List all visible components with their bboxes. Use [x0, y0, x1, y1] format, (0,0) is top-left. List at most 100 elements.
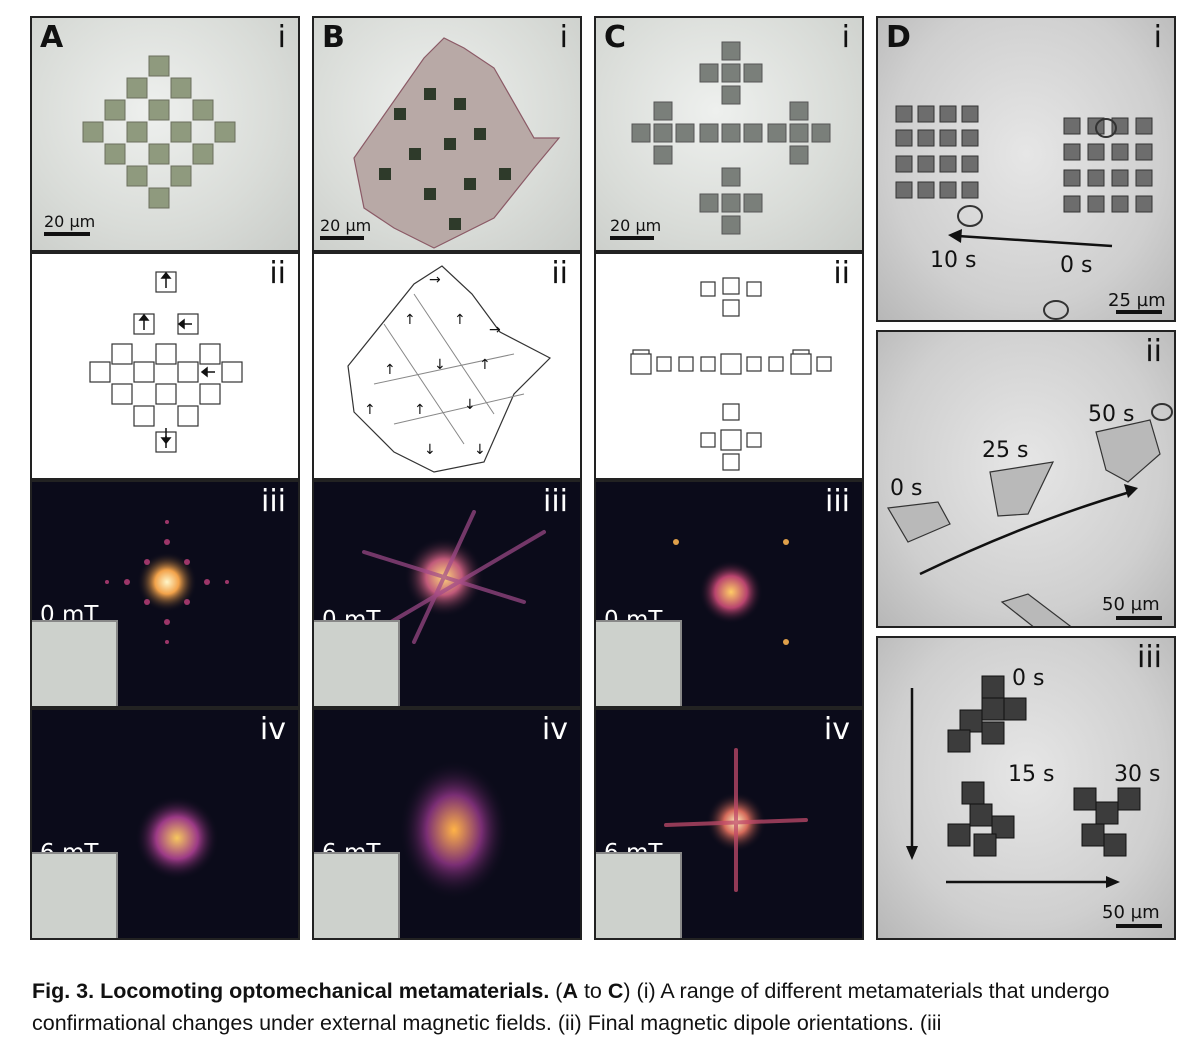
panel-d-i-time-1: 10 s [930, 248, 977, 273]
svg-text:↓: ↓ [424, 442, 436, 458]
panel-c-iii: iii 0 mT [594, 480, 864, 708]
panel-a-letter: A [40, 20, 64, 55]
panel-d-iii-crosses [947, 675, 1141, 857]
panel-d-iii-time-2: 15 s [1008, 762, 1055, 787]
panel-c-iv-inset [596, 852, 682, 938]
panel-d-ii-scale-label: 50 µm [1102, 594, 1160, 615]
svg-text:↓: ↓ [464, 397, 476, 413]
panel-b-iii-inset [314, 620, 400, 706]
panel-c-iv: iv 6 mT [594, 708, 864, 940]
panel-b-iii-diffraction [362, 510, 546, 644]
svg-text:→: → [429, 272, 441, 288]
svg-text:↑: ↑ [404, 312, 416, 328]
panel-b-iv-diffraction [399, 760, 509, 900]
panel-b-i-label: i [559, 20, 568, 55]
panel-d-iii-scale-label: 50 µm [1102, 902, 1160, 923]
panel-b-iv-label: iv [541, 712, 568, 747]
panel-a-iv-inset [32, 852, 118, 938]
panel-a-scale-label: 20 µm [44, 212, 96, 231]
panel-d-i-micrograph [895, 105, 1153, 320]
panel-a-ii: ii [30, 252, 300, 480]
panel-b-iii: iii 0 mT [312, 480, 582, 708]
panel-d-iii-time-1: 0 s [1012, 666, 1045, 691]
panel-d-ii-motion-arrow [919, 484, 1138, 576]
panel-d-i-motion-arrow [948, 229, 1113, 248]
panel-d-ii-micrograph [887, 403, 1173, 626]
panel-a-iii-label: iii [260, 484, 286, 519]
panel-d-ii-time-2: 25 s [982, 438, 1029, 463]
panel-d-ii-time-1: 0 s [890, 476, 923, 501]
panel-c-ii: ii [594, 252, 864, 480]
panel-a-iv: iv 6 mT [30, 708, 300, 940]
panel-b-scale-bar [320, 236, 364, 240]
panel-d-ii-metamaterials [887, 419, 1161, 626]
caption-bold-a: A [562, 979, 578, 1003]
panel-c-scale-label: 20 µm [610, 216, 662, 235]
panel-b-i-micrograph [353, 37, 561, 249]
panel-d-ii-label: ii [1145, 334, 1162, 369]
panel-d-iii-down-arrow [906, 688, 918, 860]
caption-title: Fig. 3. Locomoting optomechanical metama… [32, 979, 550, 1003]
panel-d-i-arrays [895, 105, 1153, 213]
panel-b-iv-inset [314, 852, 400, 938]
panel-a-iv-label: iv [259, 712, 286, 747]
panel-a-iii-inset [32, 620, 118, 706]
panel-b-letter: B [322, 20, 345, 55]
panel-c-iv-diffraction [664, 748, 808, 892]
panel-c-i-label: i [841, 20, 850, 55]
panel-b-ii-dipole-diagram: → ↑ ↑ → ↑ ↓ ↑ ↑ ↑ ↓ ↓ ↓ [347, 265, 552, 473]
panel-d-iii: iii 0 s 15 s 30 s 50 µm [876, 636, 1176, 940]
caption-part-3: ) (i) A range of different metamaterials… [32, 979, 1110, 1035]
panel-d-ii-time-3: 50 s [1088, 402, 1135, 427]
panel-a-i-micrograph [82, 55, 236, 209]
caption-part-2: to [577, 979, 608, 1003]
panel-d-iii-right-arrow [946, 876, 1120, 888]
panel-a-scale-bar [44, 232, 90, 236]
svg-text:↓: ↓ [474, 442, 486, 458]
panel-d-i-label: i [1153, 20, 1162, 55]
caption-bold-c: C [607, 979, 624, 1003]
panel-a-ii-label: ii [269, 256, 286, 291]
panel-a-iii-diffraction [105, 520, 229, 644]
panel-d-iii-time-3: 30 s [1114, 762, 1161, 787]
svg-text:→: → [489, 322, 501, 338]
caption-part-1: ( [549, 979, 563, 1003]
panel-b-scale-label: 20 µm [320, 216, 372, 235]
panel-d-iii-scale-bar [1116, 924, 1162, 928]
panel-a-i-label: i [277, 20, 286, 55]
panel-d-ii-scale-bar [1116, 616, 1162, 620]
panel-a-iii: iii 0 mT [30, 480, 300, 708]
svg-text:↑: ↑ [479, 357, 491, 373]
panel-c-iv-label: iv [823, 712, 850, 747]
panel-a-i: A i 20 µm [30, 16, 300, 252]
panel-d-ii: ii 0 s 25 s 50 s 50 µm [876, 330, 1176, 628]
panel-b-i: B i 20 µm [312, 16, 582, 252]
panel-d-letter: D [886, 20, 911, 55]
svg-text:↑: ↑ [414, 402, 426, 418]
panel-c-ii-dipole-diagram [630, 277, 832, 471]
panel-c-iii-inset [596, 620, 682, 706]
panel-b-ii-label: ii [551, 256, 568, 291]
panel-d-iii-label: iii [1136, 640, 1162, 675]
svg-text:↑: ↑ [364, 402, 376, 418]
panel-c-i: C i 20 µm [594, 16, 864, 252]
panel-b-iv: iv 6 mT [312, 708, 582, 940]
panel-c-letter: C [604, 20, 627, 55]
panel-d-i: D i 10 s 0 s 25 µm [876, 16, 1176, 322]
panel-c-scale-bar [610, 236, 654, 240]
svg-text:↑: ↑ [384, 362, 396, 378]
panel-c-i-micrograph [631, 41, 831, 235]
panel-d-i-scale-bar [1116, 310, 1162, 314]
panel-a-ii-dipole-diagram [89, 271, 243, 453]
panel-c-iii-label: iii [824, 484, 850, 519]
panel-d-i-time-2: 0 s [1060, 253, 1093, 278]
svg-text:↑: ↑ [454, 312, 466, 328]
panel-c-ii-label: ii [833, 256, 850, 291]
panel-a-iv-diffraction [135, 796, 219, 880]
panel-d-iii-micrograph [906, 675, 1141, 888]
svg-text:↓: ↓ [434, 357, 446, 373]
panel-b-ii: → ↑ ↑ → ↑ ↓ ↑ ↑ ↑ ↓ ↓ ↓ ii [312, 252, 582, 480]
panel-b-iii-label: iii [542, 484, 568, 519]
figure-caption: Fig. 3. Locomoting optomechanical metama… [32, 975, 1172, 1039]
panel-d-i-scale-label: 25 µm [1108, 290, 1166, 311]
